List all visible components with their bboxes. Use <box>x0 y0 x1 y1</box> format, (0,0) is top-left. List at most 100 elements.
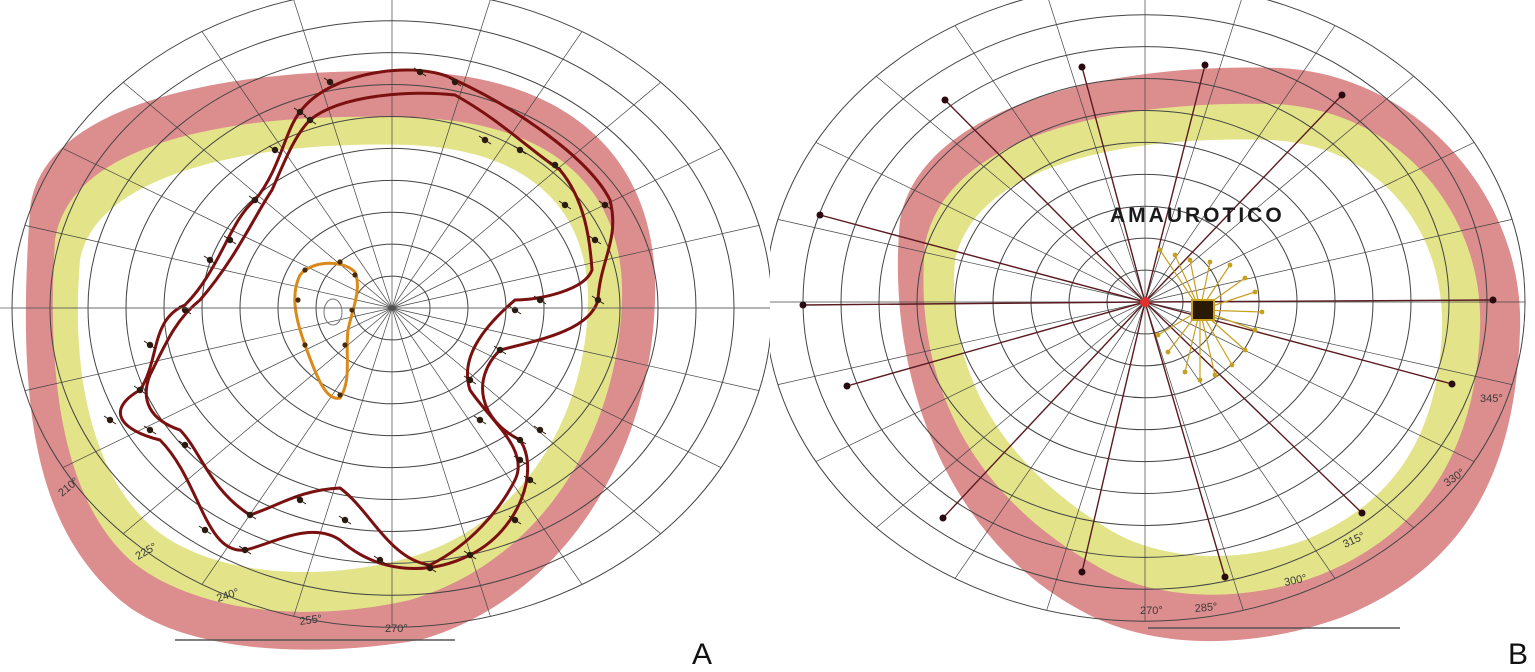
test-point-tick <box>373 555 387 565</box>
panel-a-letter: A <box>692 638 712 671</box>
meridian-ray <box>802 301 1146 306</box>
meridian-ray <box>942 301 1146 519</box>
ray-endpoint-dot <box>1338 91 1346 99</box>
panel-b-fixation-dot <box>1140 297 1150 307</box>
meridian-ray <box>1144 301 1363 514</box>
yellow-arrow-head <box>1252 289 1258 295</box>
grid-spoke <box>1046 301 1146 611</box>
orange-test-point-marker <box>342 342 348 348</box>
panel-a-inner-isopter <box>144 91 594 567</box>
orange-test-point-marker <box>352 272 358 278</box>
orange-test-point-marker <box>302 267 308 273</box>
test-point-tick <box>178 305 192 315</box>
meridian-ray <box>846 301 1146 387</box>
test-point-tick <box>143 340 157 350</box>
panel-b-polar-grid <box>770 0 1526 622</box>
test-point-tick <box>463 550 477 560</box>
test-point-tick <box>143 425 157 435</box>
test-point-tick <box>523 475 537 485</box>
ray-endpoint-dot <box>1201 61 1209 69</box>
test-point-tick <box>533 295 547 305</box>
orange-test-point-marker <box>337 259 343 265</box>
grid-spoke <box>1144 301 1336 579</box>
test-point-tick <box>513 145 527 155</box>
meridian-ray <box>1144 301 1226 578</box>
grid-spoke <box>201 307 393 585</box>
ray-endpoint-dot <box>799 301 807 309</box>
test-point-tick <box>198 525 212 535</box>
meridian-ray <box>1144 64 1206 303</box>
grid-spoke <box>954 301 1146 579</box>
grid-spoke <box>777 219 1146 303</box>
grid-spoke <box>24 225 393 309</box>
test-point-tick <box>223 235 237 245</box>
yellow-arrow-head <box>1252 327 1258 333</box>
grid-spoke <box>1144 142 1475 303</box>
grid-spoke <box>391 307 491 617</box>
grid-spoke <box>1144 301 1414 528</box>
panel-b-degree-label: 285° <box>1194 601 1218 615</box>
ray-endpoint-dot <box>816 211 824 219</box>
test-point-tick <box>558 200 572 210</box>
grid-spoke <box>777 301 1146 385</box>
yellow-arrow-head <box>1172 252 1178 258</box>
test-point-tick <box>598 200 612 210</box>
panel-a: 210° 225° 240° 255° 270° <box>11 0 770 650</box>
ray-endpoint-dot <box>1489 296 1497 304</box>
grid-spoke <box>1144 219 1513 303</box>
grid-spoke <box>293 0 393 309</box>
yellow-arrow-head <box>1187 257 1193 263</box>
grid-spoke <box>62 307 393 468</box>
grid-spoke <box>876 76 1146 303</box>
ray-endpoint-dot <box>1358 509 1366 517</box>
meridian-ray <box>1081 301 1146 573</box>
panel-a-orange-isopter <box>293 261 359 400</box>
test-point-tick <box>588 235 602 245</box>
ray-endpoint-dot <box>939 514 947 522</box>
test-point-tick <box>533 425 547 435</box>
yellow-arrow-head <box>1197 377 1203 383</box>
panel-b-degree-label: 270° <box>1140 605 1163 617</box>
test-point-tick <box>243 510 257 520</box>
test-point-tick <box>423 563 437 573</box>
test-point-tick <box>463 375 477 385</box>
ray-endpoint-dot <box>941 96 949 104</box>
grid-spoke <box>1144 301 1244 611</box>
panel-a-degree-label: 270° <box>385 623 408 635</box>
grid-spoke <box>1048 0 1146 303</box>
grid-spoke <box>954 25 1146 303</box>
test-point-tick <box>303 115 317 125</box>
grid-spoke <box>391 225 760 309</box>
panel-b-letter: B <box>1508 638 1528 671</box>
panel-b-annotation: AMAUROTICO <box>1110 204 1285 227</box>
yellow-arrow-head <box>1229 362 1235 368</box>
orange-test-point-marker <box>337 392 343 398</box>
test-point-tick <box>493 345 507 355</box>
test-point-tick <box>238 545 252 555</box>
test-point-tick <box>508 515 522 525</box>
meridian-ray <box>944 99 1146 303</box>
panel-a-blind-spot <box>323 298 343 326</box>
yellow-arrow-head <box>1165 349 1171 355</box>
test-point-tick <box>338 515 352 525</box>
grid-spoke <box>391 82 661 309</box>
grid-spoke <box>391 307 661 534</box>
grid-spoke <box>391 148 722 309</box>
yellow-arrow-head <box>1227 262 1233 268</box>
grid-spoke <box>201 31 393 309</box>
panel-b: AMAUROTICO 345° 330° 315° 300° 285° 270° <box>770 0 1526 642</box>
panel-a-test-markers <box>103 67 612 573</box>
test-point-tick <box>293 495 307 505</box>
test-point-tick <box>591 295 605 305</box>
test-point-tick <box>413 67 427 77</box>
yellow-arrow-head <box>1212 372 1218 378</box>
ray-endpoint-dot <box>1078 63 1086 71</box>
orange-test-point-marker <box>302 342 308 348</box>
test-point-tick <box>513 435 527 445</box>
test-point-tick <box>513 455 527 465</box>
orange-test-point-marker <box>349 307 355 313</box>
test-point-tick <box>448 77 462 87</box>
panel-b-degree-label: 300° <box>1283 572 1308 588</box>
meridian-ray <box>1081 66 1146 303</box>
